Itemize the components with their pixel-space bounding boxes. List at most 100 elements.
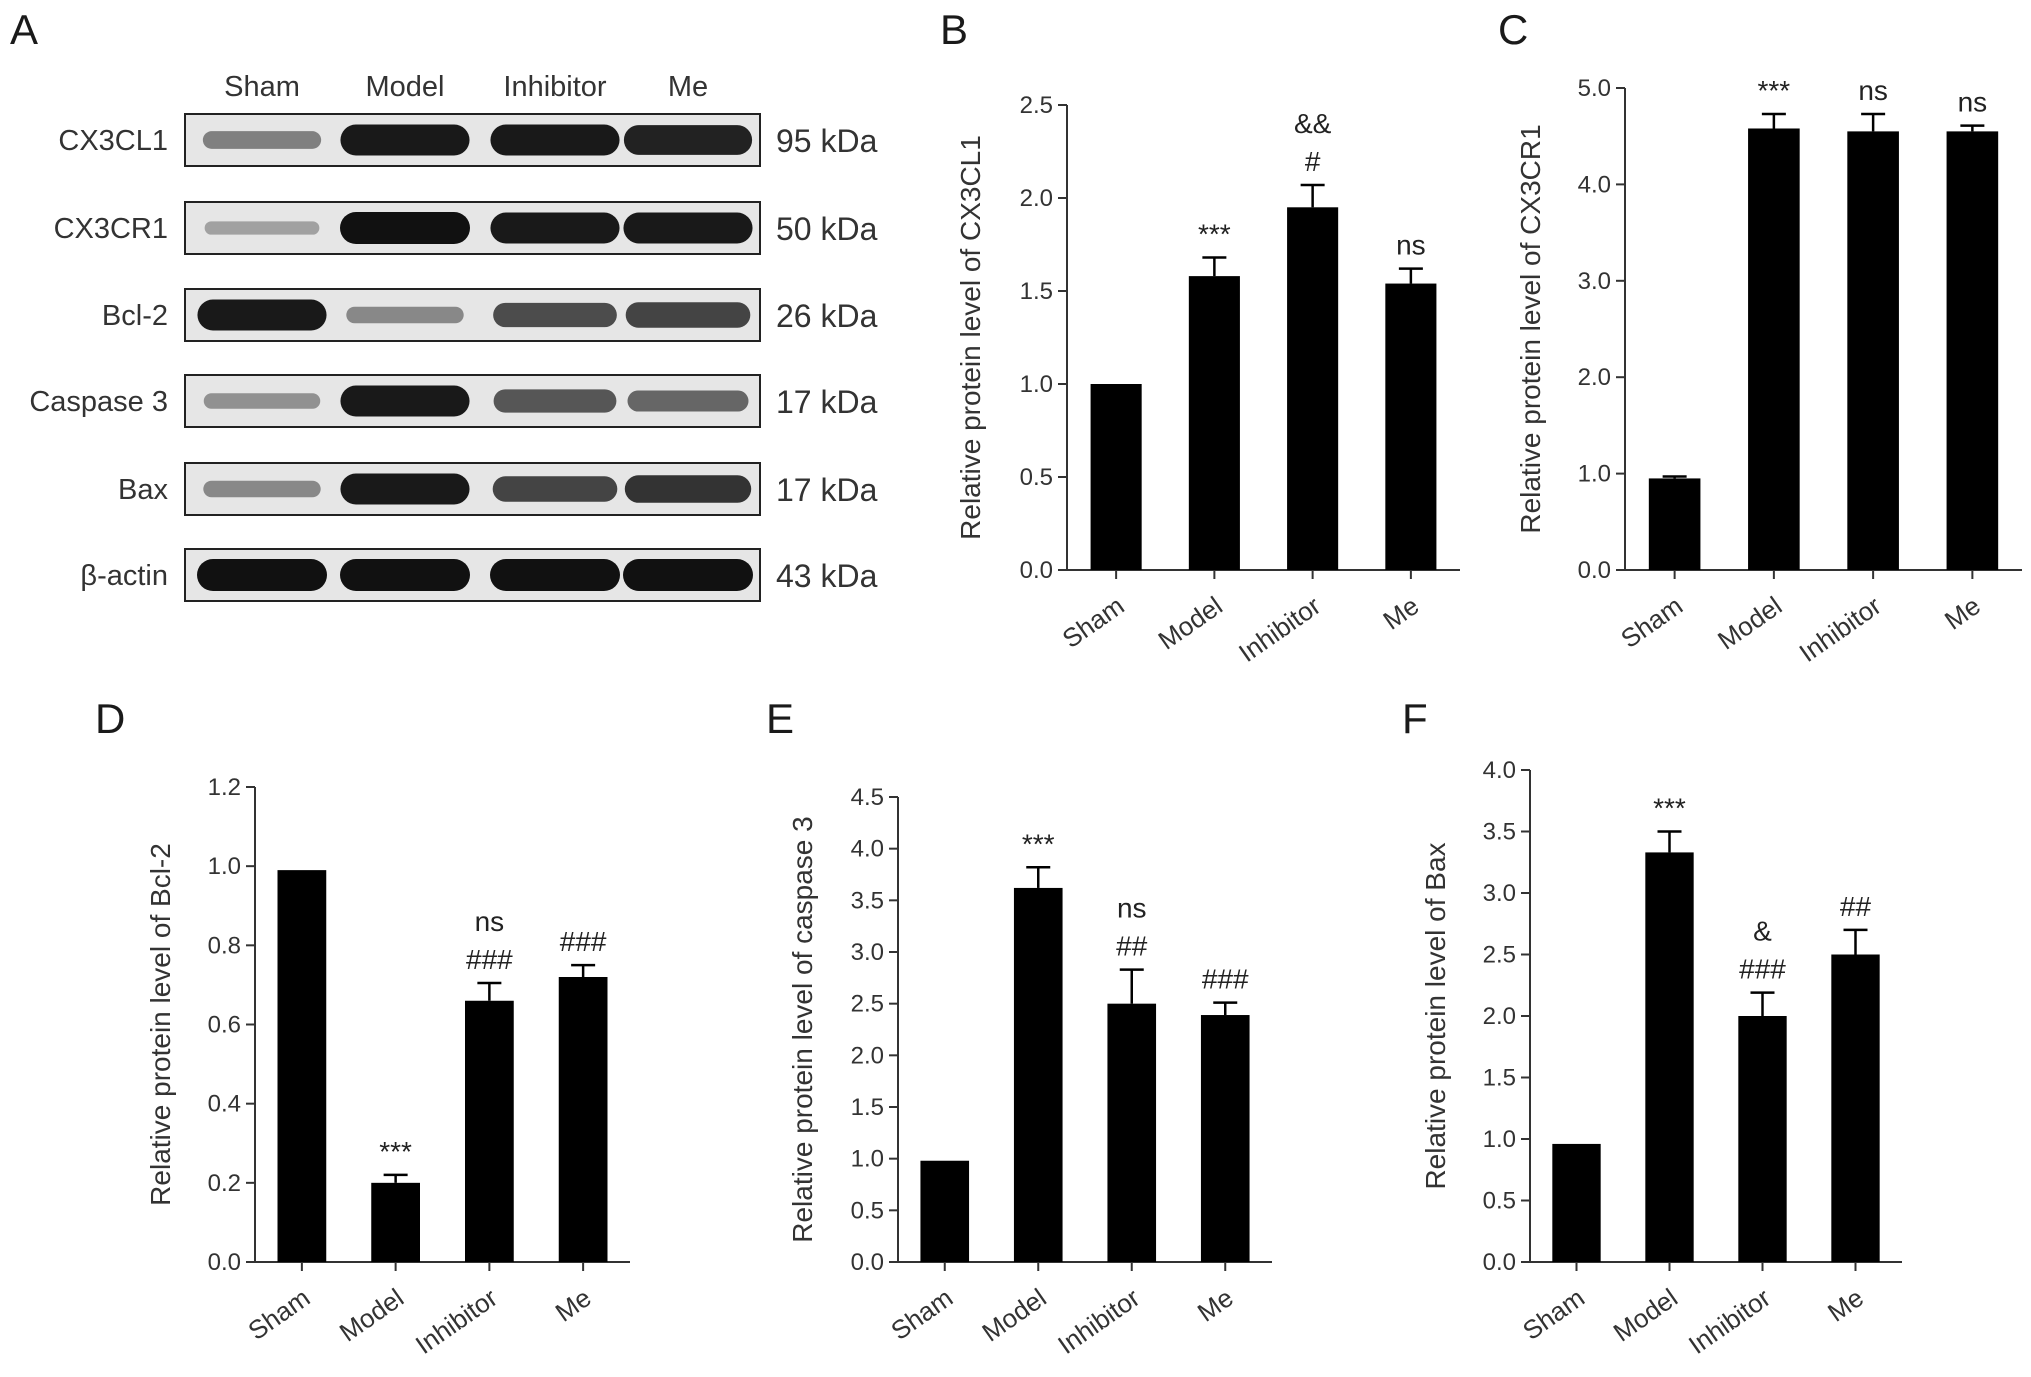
significance-label: *** <box>379 1136 412 1167</box>
blot-band <box>493 389 617 413</box>
blot-band <box>490 124 620 156</box>
bar <box>1946 131 1999 570</box>
blot-band <box>346 306 464 324</box>
bar <box>920 1160 970 1262</box>
x-category-label: Model <box>1153 590 1228 655</box>
blot-band <box>340 212 470 244</box>
blot-band <box>197 299 327 331</box>
y-tick-label: 3.0 <box>851 939 884 966</box>
y-axis-label: Relative protein level of CX3CL1 <box>955 135 986 540</box>
blot-protein-label: Bcl-2 <box>102 300 168 332</box>
panel-letter-a: A <box>10 6 38 53</box>
bar <box>558 977 608 1262</box>
y-tick-label: 0.0 <box>851 1249 884 1276</box>
panel-letter-f: F <box>1402 695 1428 742</box>
chart-e: E 0.0 0.5 1.0 1.5 2.0 2.5 3.0 3.5 4.0 4.5 Relative … <box>766 695 1272 1360</box>
significance-label: && <box>1294 108 1332 139</box>
bar <box>1648 478 1701 570</box>
y-tick-label: 2.0 <box>1020 185 1053 212</box>
y-tick-label: 3.5 <box>851 887 884 914</box>
y-axis-label: Relative protein level of Bcl-2 <box>145 843 176 1206</box>
x-category-label: Model <box>1608 1282 1683 1347</box>
chart-f: F 0.0 0.5 1.0 1.5 2.0 2.5 3.0 3.5 4.0 Relative pro… <box>1402 695 1902 1360</box>
bar <box>1188 276 1240 570</box>
blot-size-label: 95 kDa <box>776 123 878 159</box>
blot-lane-label: Sham <box>224 71 300 103</box>
blot-band <box>340 385 470 417</box>
blot-row: Caspase 3 17 kDa <box>29 374 878 428</box>
bar <box>1200 1015 1250 1262</box>
significance-label: ### <box>1739 954 1786 985</box>
bar <box>1831 954 1880 1262</box>
blot-protein-label: CX3CR1 <box>54 213 168 245</box>
y-tick-label: 4.0 <box>1483 757 1516 784</box>
y-tick-label: 2.0 <box>1483 1003 1516 1030</box>
y-tick-label: 2.5 <box>851 991 884 1018</box>
x-category-label: Me <box>550 1282 597 1327</box>
y-tick-label: 4.5 <box>851 784 884 811</box>
blot-row: Bax 17 kDa <box>118 462 878 516</box>
y-tick-label: 1.0 <box>1483 1126 1516 1153</box>
significance-label: ## <box>1840 891 1872 922</box>
y-tick-label: 0.2 <box>208 1170 241 1197</box>
y-tick-label: 3.5 <box>1483 819 1516 846</box>
western-blot-panel: A Sham Model Inhibitor Me CX3CL1 95 kDa CX3CR1 5… <box>10 6 878 602</box>
x-category-label: Model <box>1712 590 1787 655</box>
blot-lane-label: Model <box>366 71 445 103</box>
blot-size-label: 17 kDa <box>776 472 878 508</box>
y-tick-label: 0.5 <box>1483 1188 1516 1215</box>
x-category-label: Sham <box>885 1282 958 1346</box>
x-category-label: Inhibitor <box>1052 1282 1145 1360</box>
blot-protein-label: Caspase 3 <box>29 386 168 418</box>
y-tick-label: 0.8 <box>208 932 241 959</box>
bar <box>1287 207 1339 571</box>
significance-label: & <box>1753 916 1772 947</box>
y-tick-label: 0.0 <box>1020 557 1053 584</box>
bar <box>371 1182 420 1262</box>
bar <box>465 1000 514 1262</box>
bar <box>1738 1016 1787 1262</box>
x-category-label: Inhibitor <box>1794 590 1887 668</box>
significance-label: ns <box>1396 230 1426 261</box>
x-category-label: Model <box>976 1282 1051 1347</box>
blot-lane-label: Me <box>668 71 708 103</box>
bar <box>1748 128 1800 570</box>
bar <box>277 870 327 1262</box>
panel-letter-e: E <box>766 695 794 742</box>
significance-label: *** <box>1198 219 1231 250</box>
y-axis-label: Relative protein level of caspase 3 <box>787 816 818 1242</box>
y-tick-label: 1.0 <box>1578 461 1611 488</box>
blot-row: β-actin 43 kDa <box>80 548 878 602</box>
blot-band <box>627 390 749 412</box>
y-tick-label: 0.4 <box>208 1091 241 1118</box>
y-tick-label: 1.5 <box>851 1094 884 1121</box>
y-tick-label: 0.0 <box>208 1249 241 1276</box>
y-tick-label: 2.0 <box>1578 364 1611 391</box>
y-tick-label: 0.0 <box>1483 1249 1516 1276</box>
bar <box>1013 887 1063 1262</box>
y-tick-label: 0.5 <box>851 1197 884 1224</box>
significance-label: *** <box>1758 75 1791 106</box>
blot-band <box>490 559 620 591</box>
y-axis-label: Relative protein level of Bax <box>1420 842 1451 1189</box>
y-tick-label: 0.6 <box>208 1012 241 1039</box>
blot-band <box>203 393 321 409</box>
blot-row: CX3CL1 95 kDa <box>58 113 878 167</box>
y-tick-label: 1.0 <box>208 853 241 880</box>
y-tick-label: 1.5 <box>1483 1065 1516 1092</box>
y-tick-label: 2.5 <box>1483 942 1516 969</box>
chart-d: D 0.0 0.2 0.4 0.6 0.8 1.0 1.2 Relative protein l… <box>95 695 630 1360</box>
x-category-label: Sham <box>1517 1282 1590 1346</box>
y-tick-label: 0.5 <box>1020 464 1053 491</box>
panel-letter-b: B <box>940 6 968 53</box>
blot-band <box>492 476 618 502</box>
y-tick-label: 0.0 <box>1578 557 1611 584</box>
blot-protein-label: Bax <box>118 474 168 506</box>
x-category-label: Sham <box>1615 590 1688 654</box>
y-tick-label: 2.0 <box>851 1042 884 1069</box>
bar <box>1385 283 1437 570</box>
blot-size-label: 43 kDa <box>776 558 878 594</box>
x-category-label: Sham <box>1057 590 1130 654</box>
x-category-label: Inhibitor <box>1233 590 1326 668</box>
